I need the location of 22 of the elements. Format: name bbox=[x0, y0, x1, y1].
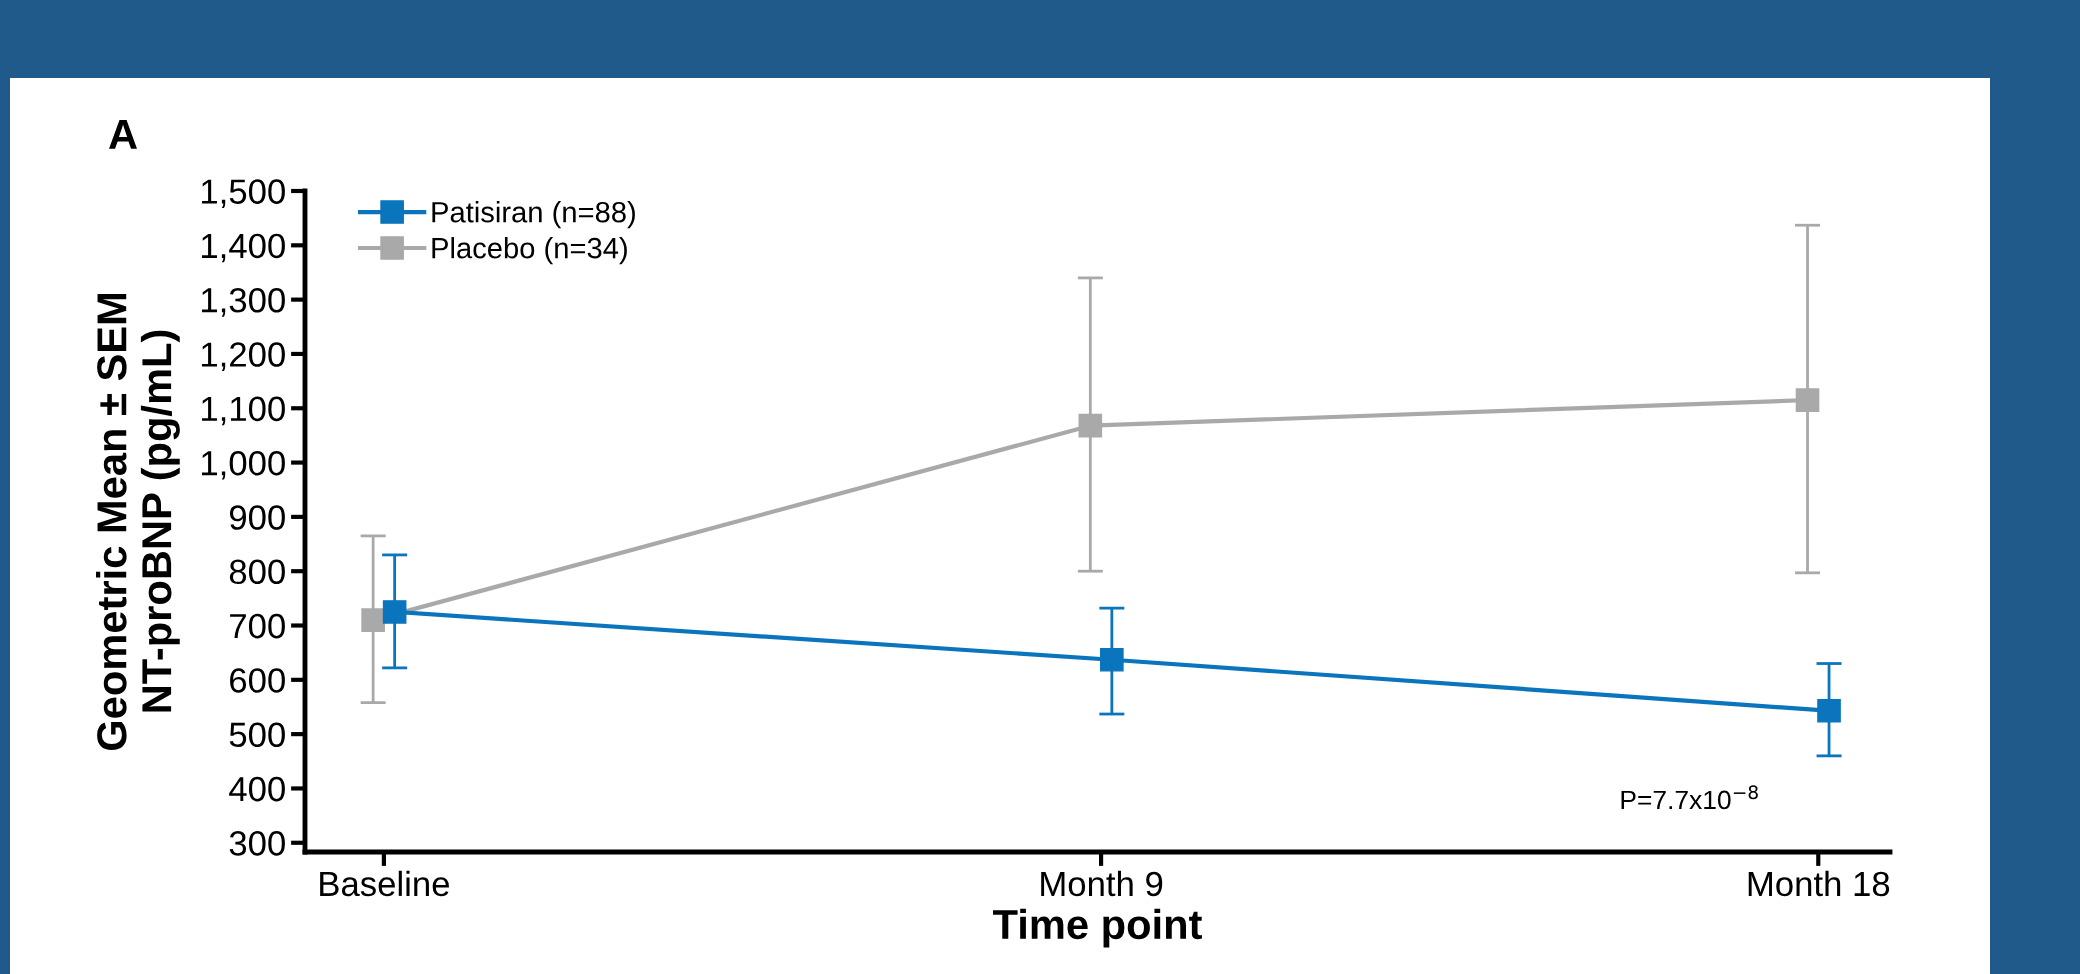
y-tick-label: 700 bbox=[230, 613, 285, 639]
x-tick-label: Month 9 bbox=[1041, 870, 1163, 897]
y-tick-label: 300 bbox=[229, 831, 285, 856]
y-tick-label: 600 bbox=[230, 668, 285, 693]
y-tick-label: 500 bbox=[229, 722, 285, 748]
y-tick-label: 900 bbox=[229, 505, 285, 530]
legend-label: Patisiran (n=88) bbox=[432, 201, 635, 229]
x-tick-label: Month 18 bbox=[1748, 870, 1890, 897]
annotation: P=7.7x10$^{−8}$ bbox=[1621, 785, 1758, 810]
y-axis-title: Geometric Mean ± SEM NT-proBNP (pg/mL) bbox=[96, 294, 180, 751]
legend-label: Placebo (n=34) bbox=[432, 237, 627, 265]
x-axis-title: Time point bbox=[993, 908, 1202, 948]
y-tick-label: 1,200 bbox=[202, 342, 285, 371]
x-tick-label: Baseline bbox=[320, 870, 449, 897]
y-tick-label: 800 bbox=[229, 559, 285, 585]
chart-title: A bbox=[109, 120, 137, 149]
y-tick-label: 1,300 bbox=[202, 287, 285, 317]
y-tick-label: 1,100 bbox=[202, 396, 285, 426]
y-tick-label: 1,500 bbox=[202, 179, 285, 209]
y-tick-label: 1,400 bbox=[202, 233, 285, 263]
y-tick-label: 400 bbox=[229, 776, 285, 802]
y-tick-label: 1,000 bbox=[202, 450, 285, 480]
